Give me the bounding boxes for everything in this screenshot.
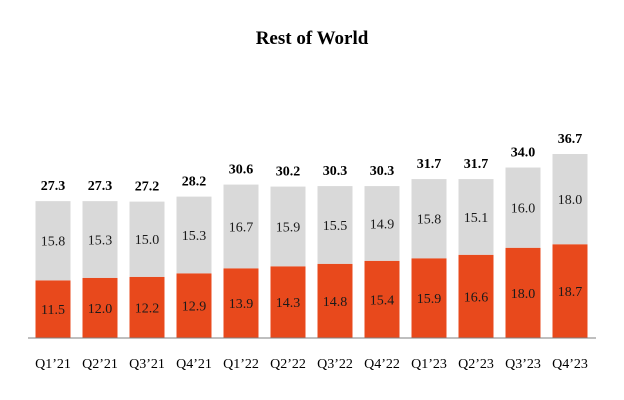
segment-label-upper-2: 15.3 [88, 233, 113, 248]
x-tick-label-5: Q1’22 [223, 357, 259, 372]
bar-segment-lower-6 [270, 266, 306, 338]
x-tick-label-9: Q1’23 [411, 357, 447, 372]
total-label-10: 31.7 [464, 157, 489, 172]
segment-label-lower-7: 14.8 [323, 295, 348, 310]
segment-label-upper-3: 15.0 [135, 233, 160, 248]
total-label-8: 30.3 [370, 164, 395, 179]
bar-segment-lower-4 [176, 273, 212, 338]
x-tick-label-7: Q3’22 [317, 357, 353, 372]
segment-label-lower-10: 16.6 [464, 290, 489, 305]
bar-segment-lower-2 [82, 277, 118, 338]
segment-label-lower-4: 12.9 [182, 300, 207, 315]
total-label-2: 27.3 [88, 179, 113, 194]
x-tick-label-11: Q3’23 [505, 357, 541, 372]
segment-label-upper-9: 15.8 [417, 213, 442, 228]
total-label-6: 30.2 [276, 165, 301, 180]
bar-segment-upper-11 [505, 167, 541, 248]
bar-segment-upper-6 [270, 186, 306, 267]
total-label-5: 30.6 [229, 163, 254, 178]
x-tick-label-2: Q2’21 [82, 357, 118, 372]
segment-label-lower-8: 15.4 [370, 293, 395, 308]
bar-segment-upper-12 [552, 154, 588, 245]
bar-segment-upper-5 [223, 184, 259, 269]
x-tick-label-1: Q1’21 [35, 357, 71, 372]
segment-label-lower-1: 11.5 [41, 303, 65, 318]
segment-label-lower-2: 12.0 [88, 302, 113, 317]
bar-segment-upper-3 [129, 201, 165, 277]
total-label-9: 31.7 [417, 157, 442, 172]
bar-segment-lower-5 [223, 268, 259, 338]
bar-segment-upper-2 [82, 201, 118, 278]
x-tick-label-12: Q4’23 [552, 357, 588, 372]
x-tick-label-10: Q2’23 [458, 357, 494, 372]
total-label-3: 27.2 [135, 180, 160, 195]
x-tick-label-3: Q3’21 [129, 357, 165, 372]
total-label-11: 34.0 [511, 146, 536, 161]
segment-label-upper-10: 15.1 [464, 211, 489, 226]
segment-label-upper-4: 15.3 [182, 229, 207, 244]
segment-label-upper-6: 15.9 [276, 220, 301, 235]
segment-label-upper-12: 18.0 [558, 193, 583, 208]
bars-layer [35, 154, 588, 338]
segment-label-upper-7: 15.5 [323, 219, 348, 234]
total-label-7: 30.3 [323, 164, 348, 179]
x-tick-label-4: Q4’21 [176, 357, 212, 372]
labels-layer: 11.5 15.8 27.3 12.0 15.3 27.3 12.2 15.0 27.2 12.9… [41, 132, 583, 318]
segment-label-upper-5: 16.7 [229, 220, 254, 235]
bar-segment-lower-9 [411, 258, 447, 338]
ticks-layer: Q1’21 Q2’21 Q3’21 Q4’21 Q1’22 Q2’22 Q3’22 Q4’22… [35, 357, 588, 372]
segment-label-lower-11: 18.0 [511, 287, 536, 302]
x-tick-label-8: Q4’22 [364, 357, 400, 372]
bar-segment-upper-10 [458, 179, 494, 255]
bar-segment-lower-3 [129, 276, 165, 338]
segment-label-lower-3: 12.2 [135, 301, 160, 316]
total-label-4: 28.2 [182, 175, 207, 190]
segment-label-lower-5: 13.9 [229, 297, 254, 312]
total-label-1: 27.3 [41, 179, 66, 194]
segment-label-lower-12: 18.7 [558, 285, 583, 300]
bar-segment-lower-8 [364, 260, 400, 338]
segment-label-upper-8: 14.9 [370, 217, 395, 232]
bar-segment-upper-9 [411, 179, 447, 259]
bar-segment-upper-8 [364, 186, 400, 261]
bar-segment-upper-1 [35, 201, 71, 281]
chart-title: Rest of World [256, 28, 369, 49]
bar-segment-lower-7 [317, 263, 353, 338]
bar-segment-lower-1 [35, 280, 71, 338]
total-label-12: 36.7 [558, 132, 583, 147]
x-tick-label-6: Q2’22 [270, 357, 306, 372]
bar-segment-upper-7 [317, 186, 353, 264]
bar-segment-lower-11 [505, 247, 541, 338]
bar-segment-lower-10 [458, 254, 494, 338]
segment-label-upper-11: 16.0 [511, 202, 536, 217]
segment-label-upper-1: 15.8 [41, 235, 66, 250]
segment-label-lower-9: 15.9 [417, 292, 442, 307]
bar-segment-upper-4 [176, 196, 212, 274]
bar-segment-lower-12 [552, 244, 588, 338]
segment-label-lower-6: 14.3 [276, 296, 301, 311]
